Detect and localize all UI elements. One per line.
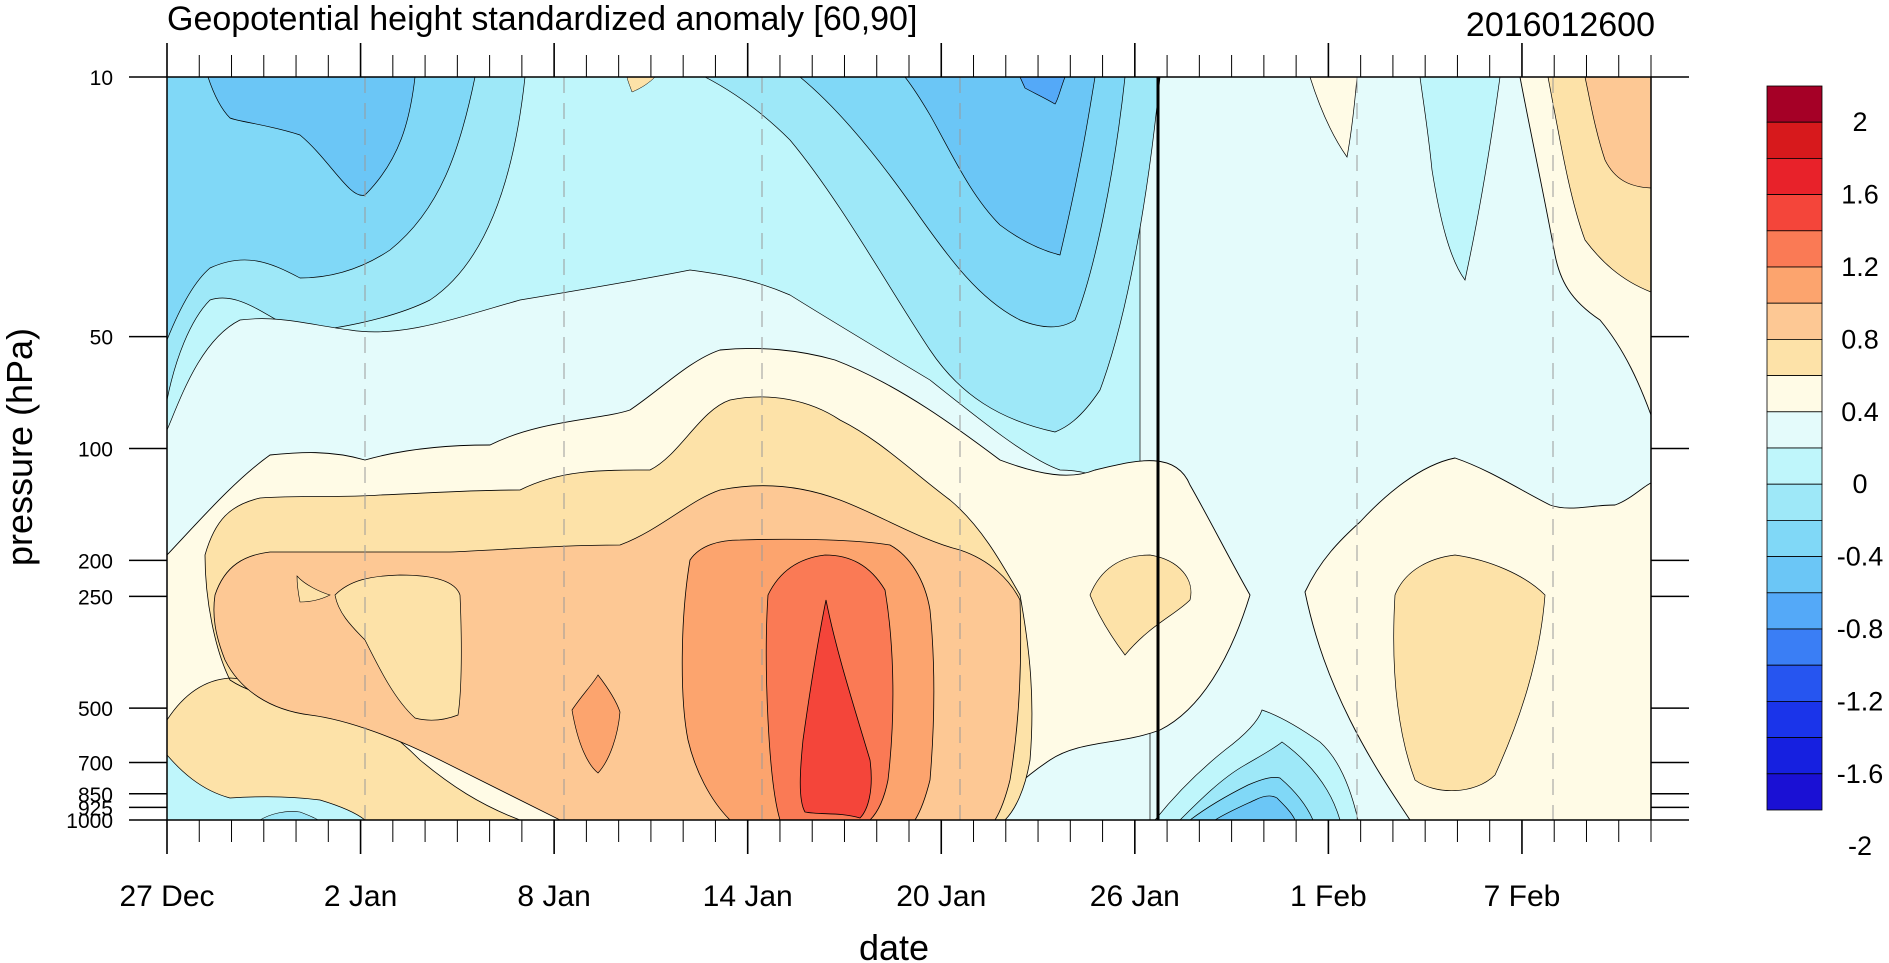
contour-bottom-neg-4 <box>1214 795 1296 820</box>
colorbar-swatch <box>1766 85 1823 123</box>
y-tick-label: 925 <box>78 797 113 820</box>
contour-bottom-left-neg-2 <box>259 811 319 820</box>
contour-center-upper-deep <box>904 77 1096 256</box>
y-tick-label: 250 <box>78 586 113 609</box>
contour-right-top-peak <box>1584 77 1651 189</box>
x-tick-label: 1 Feb <box>1290 880 1367 913</box>
contour-right-pos-inner <box>1393 554 1546 791</box>
y-tick-label: 50 <box>90 327 113 350</box>
colorbar-swatch <box>1766 664 1823 702</box>
y-tick-label: 10 <box>90 67 113 90</box>
colorbar-label: -0.4 <box>1837 542 1884 572</box>
y-tick-label: 850 <box>78 784 113 807</box>
x-tick-label: 27 Dec <box>119 880 214 913</box>
colorbar-label: 0.4 <box>1841 397 1879 427</box>
contour-left-tiny <box>296 575 331 603</box>
x-tick-label: 7 Feb <box>1484 880 1561 913</box>
contour-right-small-pos <box>1309 77 1358 158</box>
colorbar-label: -0.8 <box>1837 614 1884 644</box>
x-tick-label: 20 Jan <box>896 880 986 913</box>
colorbar-swatch <box>1766 338 1823 376</box>
colorbar-swatch <box>1766 628 1823 666</box>
colorbar-swatch <box>1766 302 1823 340</box>
colorbar-label: -1.6 <box>1837 759 1884 789</box>
colorbar-swatch <box>1766 121 1823 159</box>
colorbar-swatch <box>1766 483 1823 521</box>
chart-time-stamp: 2016012600 <box>1465 6 1655 44</box>
x-tick-label: 26 Jan <box>1090 880 1180 913</box>
x-axis: 27 Dec 2 Jan 8 Jan 14 Jan 20 Jan 26 Jan 1 Feb 7… <box>119 43 1652 913</box>
contour-field <box>167 77 1651 820</box>
colorbar-swatch <box>1766 592 1823 630</box>
colorbar-swatch <box>1766 701 1823 739</box>
colorbar-label: 0.8 <box>1841 324 1879 354</box>
colorbar-swatch <box>1766 157 1823 195</box>
colorbar-label: 0 <box>1852 469 1867 499</box>
colorbar-label: 1.2 <box>1841 252 1879 282</box>
colorbar-swatch <box>1766 737 1823 775</box>
colorbar-swatch <box>1766 773 1823 811</box>
y-tick-label: 1000 <box>66 810 113 833</box>
colorbar-swatch <box>1766 375 1823 413</box>
x-tick-label: 8 Jan <box>517 880 590 913</box>
y-tick-label: 200 <box>78 550 113 573</box>
colorbar-swatch <box>1766 411 1823 449</box>
colorbar-label: 1.6 <box>1841 180 1879 210</box>
colorbar-label: 2 <box>1852 107 1867 137</box>
y-tick-label: 500 <box>78 698 113 721</box>
y-tick-label: 100 <box>78 439 113 462</box>
colorbar: 2 1.6 1.2 0.8 0.4 0 -0.4 -0.8 -1.2 -1.6 -2 <box>1766 85 1884 861</box>
colorbar-swatch <box>1766 520 1823 558</box>
date-grid-lines <box>364 77 1554 820</box>
contour-bottom-left-neg <box>167 754 366 820</box>
colorbar-label: -1.2 <box>1837 686 1884 716</box>
colorbar-swatch <box>1766 194 1823 232</box>
contour-left-pos-blob <box>334 574 462 721</box>
contour-mid-pos <box>1089 554 1192 656</box>
colorbar-swatch <box>1766 556 1823 594</box>
x-axis-label: date <box>859 927 929 963</box>
contour-center-upper-peak <box>1019 77 1066 105</box>
contour-pos-1-2-small <box>571 674 621 774</box>
y-axis-label: pressure (hPa) <box>0 328 40 566</box>
colorbar-swatch <box>1766 230 1823 268</box>
colorbar-swatch <box>1766 266 1823 304</box>
contour-pos-2-0 <box>799 599 872 819</box>
x-tick-label: 14 Jan <box>703 880 793 913</box>
contour-right-neg-finger <box>1419 77 1501 281</box>
chart-title: Geopotential height standardized anomaly… <box>167 0 918 38</box>
contour-top-tiny-pos <box>626 77 656 93</box>
x-tick-label: 2 Jan <box>324 880 397 913</box>
colorbar-label: -2 <box>1848 831 1872 861</box>
contour-left-top-blob <box>207 77 416 196</box>
y-tick-label: 700 <box>78 752 113 775</box>
colorbar-swatch <box>1766 447 1823 485</box>
